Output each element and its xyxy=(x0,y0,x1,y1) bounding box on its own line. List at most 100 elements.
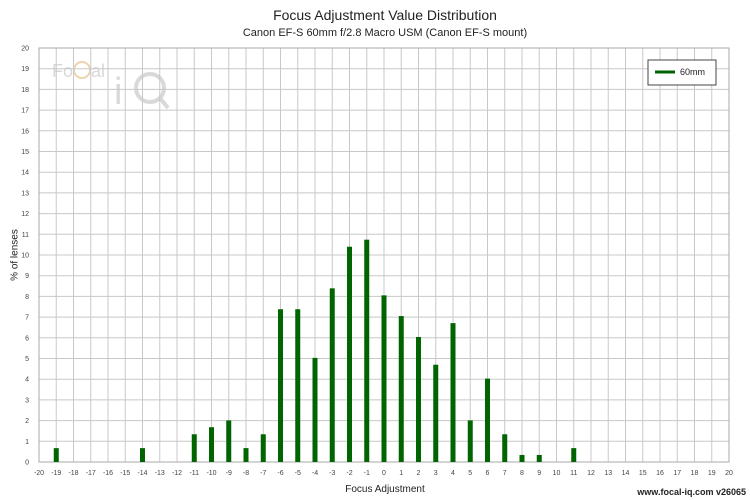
x-tick-label: 18 xyxy=(691,470,699,477)
bar-neg4 xyxy=(312,357,318,462)
bar-neg10 xyxy=(209,427,214,462)
bar-7 xyxy=(502,434,508,462)
x-tick-label: 11 xyxy=(570,470,577,477)
x-tick-label: -14 xyxy=(137,470,147,477)
y-tick-label: 9 xyxy=(25,273,29,280)
bar-11 xyxy=(571,448,577,462)
bar-3 xyxy=(433,364,439,462)
x-tick-label: -11 xyxy=(189,470,199,477)
x-tick-label: -6 xyxy=(277,470,283,477)
y-tick-label: 12 xyxy=(21,211,29,218)
x-tick-label: 10 xyxy=(553,470,561,477)
x-tick-label: 0 xyxy=(382,470,386,477)
bar-2 xyxy=(416,336,421,462)
x-axis-label: Focus Adjustment xyxy=(345,484,425,495)
y-tick-label: 10 xyxy=(21,253,29,260)
bar-neg2 xyxy=(347,246,352,462)
bar-neg14 xyxy=(140,448,145,462)
x-tick-label: 1 xyxy=(399,470,403,477)
bars xyxy=(53,239,577,462)
x-tick-label: -4 xyxy=(312,470,318,477)
x-tick-label: -9 xyxy=(226,470,232,477)
x-tick-label: -5 xyxy=(295,470,301,477)
bar-5 xyxy=(467,420,473,462)
y-tick-label: 3 xyxy=(25,397,29,404)
y-tick-label: 16 xyxy=(21,128,29,135)
bar-neg8 xyxy=(243,448,249,462)
x-tick-label: 8 xyxy=(520,470,524,477)
x-tick-label: 6 xyxy=(486,470,490,477)
focal-logo: Fo al i xyxy=(52,61,170,113)
x-tick-label: -17 xyxy=(86,470,96,477)
y-tick-label: 5 xyxy=(25,356,29,363)
y-tick-label: 8 xyxy=(25,294,29,301)
x-tick-label: 13 xyxy=(604,470,612,477)
y-tick-label: 13 xyxy=(21,190,29,197)
x-tick-label: 9 xyxy=(537,470,541,477)
x-tick-label: -1 xyxy=(364,470,370,477)
bar-neg7 xyxy=(260,434,266,462)
bar-8 xyxy=(519,454,525,462)
chart-title: Focus Adjustment Value Distribution xyxy=(273,7,497,23)
bar-neg1 xyxy=(364,239,370,462)
x-tick-label: 7 xyxy=(503,470,507,477)
svg-text:i: i xyxy=(114,71,122,113)
x-tick-label: 5 xyxy=(468,470,472,477)
x-tick-label: -10 xyxy=(206,470,216,477)
x-tick-label: 2 xyxy=(417,470,421,477)
x-tick-label: 4 xyxy=(451,470,455,477)
bar-neg11 xyxy=(191,434,197,462)
legend-label-60mm: 60mm xyxy=(680,67,705,77)
y-tick-label: 6 xyxy=(25,335,29,342)
bar-9 xyxy=(536,454,542,462)
x-tick-label: -8 xyxy=(243,470,249,477)
x-tick-label: -18 xyxy=(68,470,78,477)
bar-4 xyxy=(450,323,456,462)
x-tick-label: -19 xyxy=(51,470,61,477)
bar-neg19 xyxy=(53,448,59,462)
y-tick-label: 17 xyxy=(21,108,29,115)
watermark-text: www.focal-iq.com v26065 xyxy=(637,487,746,497)
legend: 60mm xyxy=(647,59,717,86)
x-tick-label: 19 xyxy=(708,470,716,477)
x-tick-label: 14 xyxy=(622,470,630,477)
x-tick-label: 12 xyxy=(587,470,595,477)
bar-neg5 xyxy=(295,309,301,462)
x-tick-label: -15 xyxy=(120,470,130,477)
bar-neg6 xyxy=(278,309,283,462)
y-tick-label: 2 xyxy=(25,418,29,425)
y-tick-label: 7 xyxy=(25,315,29,322)
x-tick-label: 3 xyxy=(434,470,438,477)
y-tick-label: 20 xyxy=(21,46,29,53)
y-tick-label: 14 xyxy=(21,170,29,177)
y-tick-label: 1 xyxy=(25,439,29,446)
x-tick-label: 15 xyxy=(639,470,647,477)
x-tick-label: -12 xyxy=(172,470,182,477)
y-tick-label: 19 xyxy=(21,66,29,73)
svg-text:Fo: Fo xyxy=(52,61,73,81)
y-tick-label: 4 xyxy=(25,377,29,384)
x-tick-labels: -20 -19 -18 -17 -16 -15 -14 -13 -12 -11 -10 -9 -8 -7-… xyxy=(34,470,733,477)
y-tick-label: 15 xyxy=(21,149,29,156)
x-tick-label: -13 xyxy=(155,470,165,477)
x-tick-label: -3 xyxy=(329,470,335,477)
x-tick-label: 17 xyxy=(673,470,681,477)
y-tick-label: 18 xyxy=(21,87,29,94)
x-tick-label: 16 xyxy=(656,470,664,477)
bar-0 xyxy=(381,295,387,462)
chart-subtitle: Canon EF-S 60mm f/2.8 Macro USM (Canon E… xyxy=(242,27,528,39)
x-tick-label: -7 xyxy=(260,470,266,477)
x-tick-label: 20 xyxy=(725,470,733,477)
x-tick-label: -16 xyxy=(103,470,113,477)
y-tick-label: 11 xyxy=(22,232,29,239)
bar-neg9 xyxy=(226,420,232,462)
bar-1 xyxy=(398,316,404,462)
bar-6 xyxy=(485,378,490,462)
x-tick-label: -2 xyxy=(346,470,352,477)
x-tick-label: -20 xyxy=(34,470,44,477)
y-tick-label: 0 xyxy=(25,460,29,467)
svg-text:al: al xyxy=(91,61,105,81)
bar-neg3 xyxy=(329,288,335,462)
